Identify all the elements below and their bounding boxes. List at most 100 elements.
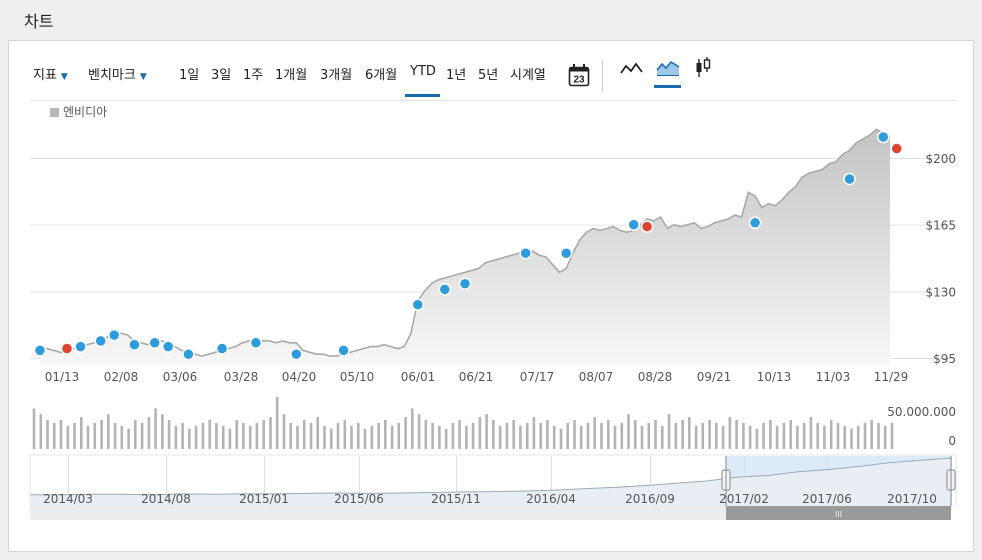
- volume-bar: [883, 425, 887, 449]
- volume-bar: [877, 422, 880, 449]
- volume-bar: [620, 422, 624, 449]
- volume-bar: [701, 422, 705, 449]
- volume-bar: [350, 425, 353, 449]
- volume-bar: [863, 422, 867, 449]
- volume-bar: [559, 428, 563, 449]
- range-1d[interactable]: 1일: [179, 68, 200, 83]
- volume-bar: [80, 417, 83, 449]
- x-tick-label: 06/21: [459, 370, 494, 384]
- event-marker-blue: [627, 218, 640, 231]
- range-ytd[interactable]: YTD: [410, 64, 436, 79]
- range-1m[interactable]: 1개월: [275, 68, 308, 83]
- volume-bar: [755, 428, 759, 449]
- volume-bar: [782, 422, 786, 449]
- event-marker-red: [890, 142, 903, 155]
- x-tick-label: 08/07: [579, 370, 614, 384]
- calendar-day: 23: [573, 75, 585, 86]
- volume-bar: [370, 425, 374, 449]
- volume-bar: [532, 417, 536, 449]
- candlestick-icon[interactable]: [694, 57, 712, 79]
- y-tick-label: $130: [925, 285, 956, 299]
- event-marker-blue: [290, 347, 303, 361]
- volume-bar: [242, 422, 245, 449]
- chevron-down-icon: ▼: [60, 72, 68, 82]
- event-marker-blue: [249, 336, 263, 350]
- volume-bar: [789, 420, 792, 449]
- event-marker-blue: [33, 344, 47, 357]
- volume-bar: [762, 422, 765, 449]
- navigator-x-label: 2015/01: [239, 492, 289, 506]
- volume-bar: [363, 428, 367, 449]
- volume-bar: [262, 420, 265, 449]
- range-5y[interactable]: 5년: [478, 68, 499, 83]
- event-marker-blue: [877, 130, 890, 144]
- x-tick-label: 02/08: [104, 370, 139, 384]
- range-all[interactable]: 시계열: [510, 68, 546, 83]
- volume-bar: [593, 417, 596, 449]
- volume-bar: [890, 422, 894, 449]
- volume-bar: [836, 422, 840, 449]
- chevron-down-icon: ▼: [139, 72, 147, 82]
- calendar-icon[interactable]: 23: [568, 63, 590, 87]
- range-3m[interactable]: 3개월: [320, 68, 353, 83]
- event-marker-blue: [411, 298, 425, 311]
- volume-tick-label: 50.000.000: [887, 405, 956, 419]
- volume-bar: [269, 417, 272, 449]
- volume-bar: [309, 422, 313, 449]
- volume-bar: [59, 420, 63, 449]
- volume-bar: [613, 425, 617, 449]
- volume-bar: [53, 422, 56, 449]
- volume-bar: [546, 420, 549, 449]
- volume-bar: [107, 414, 110, 449]
- indicator-label: 지표: [33, 68, 57, 83]
- volume-bar: [829, 420, 833, 449]
- volume-bar: [302, 420, 306, 449]
- volume-bar: [634, 420, 637, 449]
- volume-bar: [384, 420, 387, 449]
- event-marker-blue: [74, 340, 87, 353]
- volume-bar: [769, 420, 772, 449]
- navigator-x-label: 2017/02: [719, 492, 769, 506]
- volume-bar: [802, 422, 806, 449]
- volume-bar: [296, 425, 299, 449]
- volume-bar: [411, 408, 414, 449]
- event-marker-blue: [215, 342, 229, 355]
- volume-bar: [471, 422, 475, 449]
- volume-bar: [498, 425, 502, 449]
- volume-bar: [512, 420, 515, 449]
- volume-bar: [215, 422, 218, 449]
- event-marker-blue: [843, 172, 856, 186]
- navigator-x-label: 2016/04: [526, 492, 576, 506]
- x-tick-label: 06/01: [401, 370, 436, 384]
- volume-bar: [113, 422, 117, 449]
- line-chart-icon[interactable]: [620, 60, 644, 78]
- volume-bar: [478, 417, 482, 449]
- range-1w[interactable]: 1주: [243, 68, 264, 83]
- price-area: [40, 129, 890, 365]
- volume-bar: [282, 414, 286, 449]
- volume-bar: [505, 422, 509, 449]
- toolbar-bottom-rule: [30, 100, 956, 101]
- volume-bar: [552, 425, 556, 449]
- benchmark-dropdown[interactable]: 벤치마크 ▼: [88, 64, 147, 83]
- legend: 엔비디아: [50, 103, 107, 120]
- volume-bar: [390, 425, 394, 449]
- volume-bar: [316, 417, 319, 449]
- volume-bar: [735, 420, 738, 449]
- indicator-dropdown[interactable]: 지표 ▼: [33, 64, 68, 83]
- volume-bar: [323, 425, 326, 449]
- volume-bar: [647, 422, 651, 449]
- volume-bar: [100, 420, 103, 449]
- area-chart-icon[interactable]: [656, 58, 680, 78]
- event-marker-blue: [559, 246, 573, 260]
- y-tick-label: $200: [925, 152, 956, 166]
- y-tick-label: $95: [933, 352, 956, 366]
- volume-bar: [728, 417, 732, 449]
- range-3d[interactable]: 3일: [211, 68, 232, 83]
- range-6m[interactable]: 6개월: [365, 68, 398, 83]
- volume-bar: [681, 420, 684, 449]
- volume-bar: [120, 425, 124, 449]
- range-1y[interactable]: 1년: [446, 68, 467, 83]
- x-tick-label: 09/21: [697, 370, 732, 384]
- volume-bar: [667, 414, 671, 449]
